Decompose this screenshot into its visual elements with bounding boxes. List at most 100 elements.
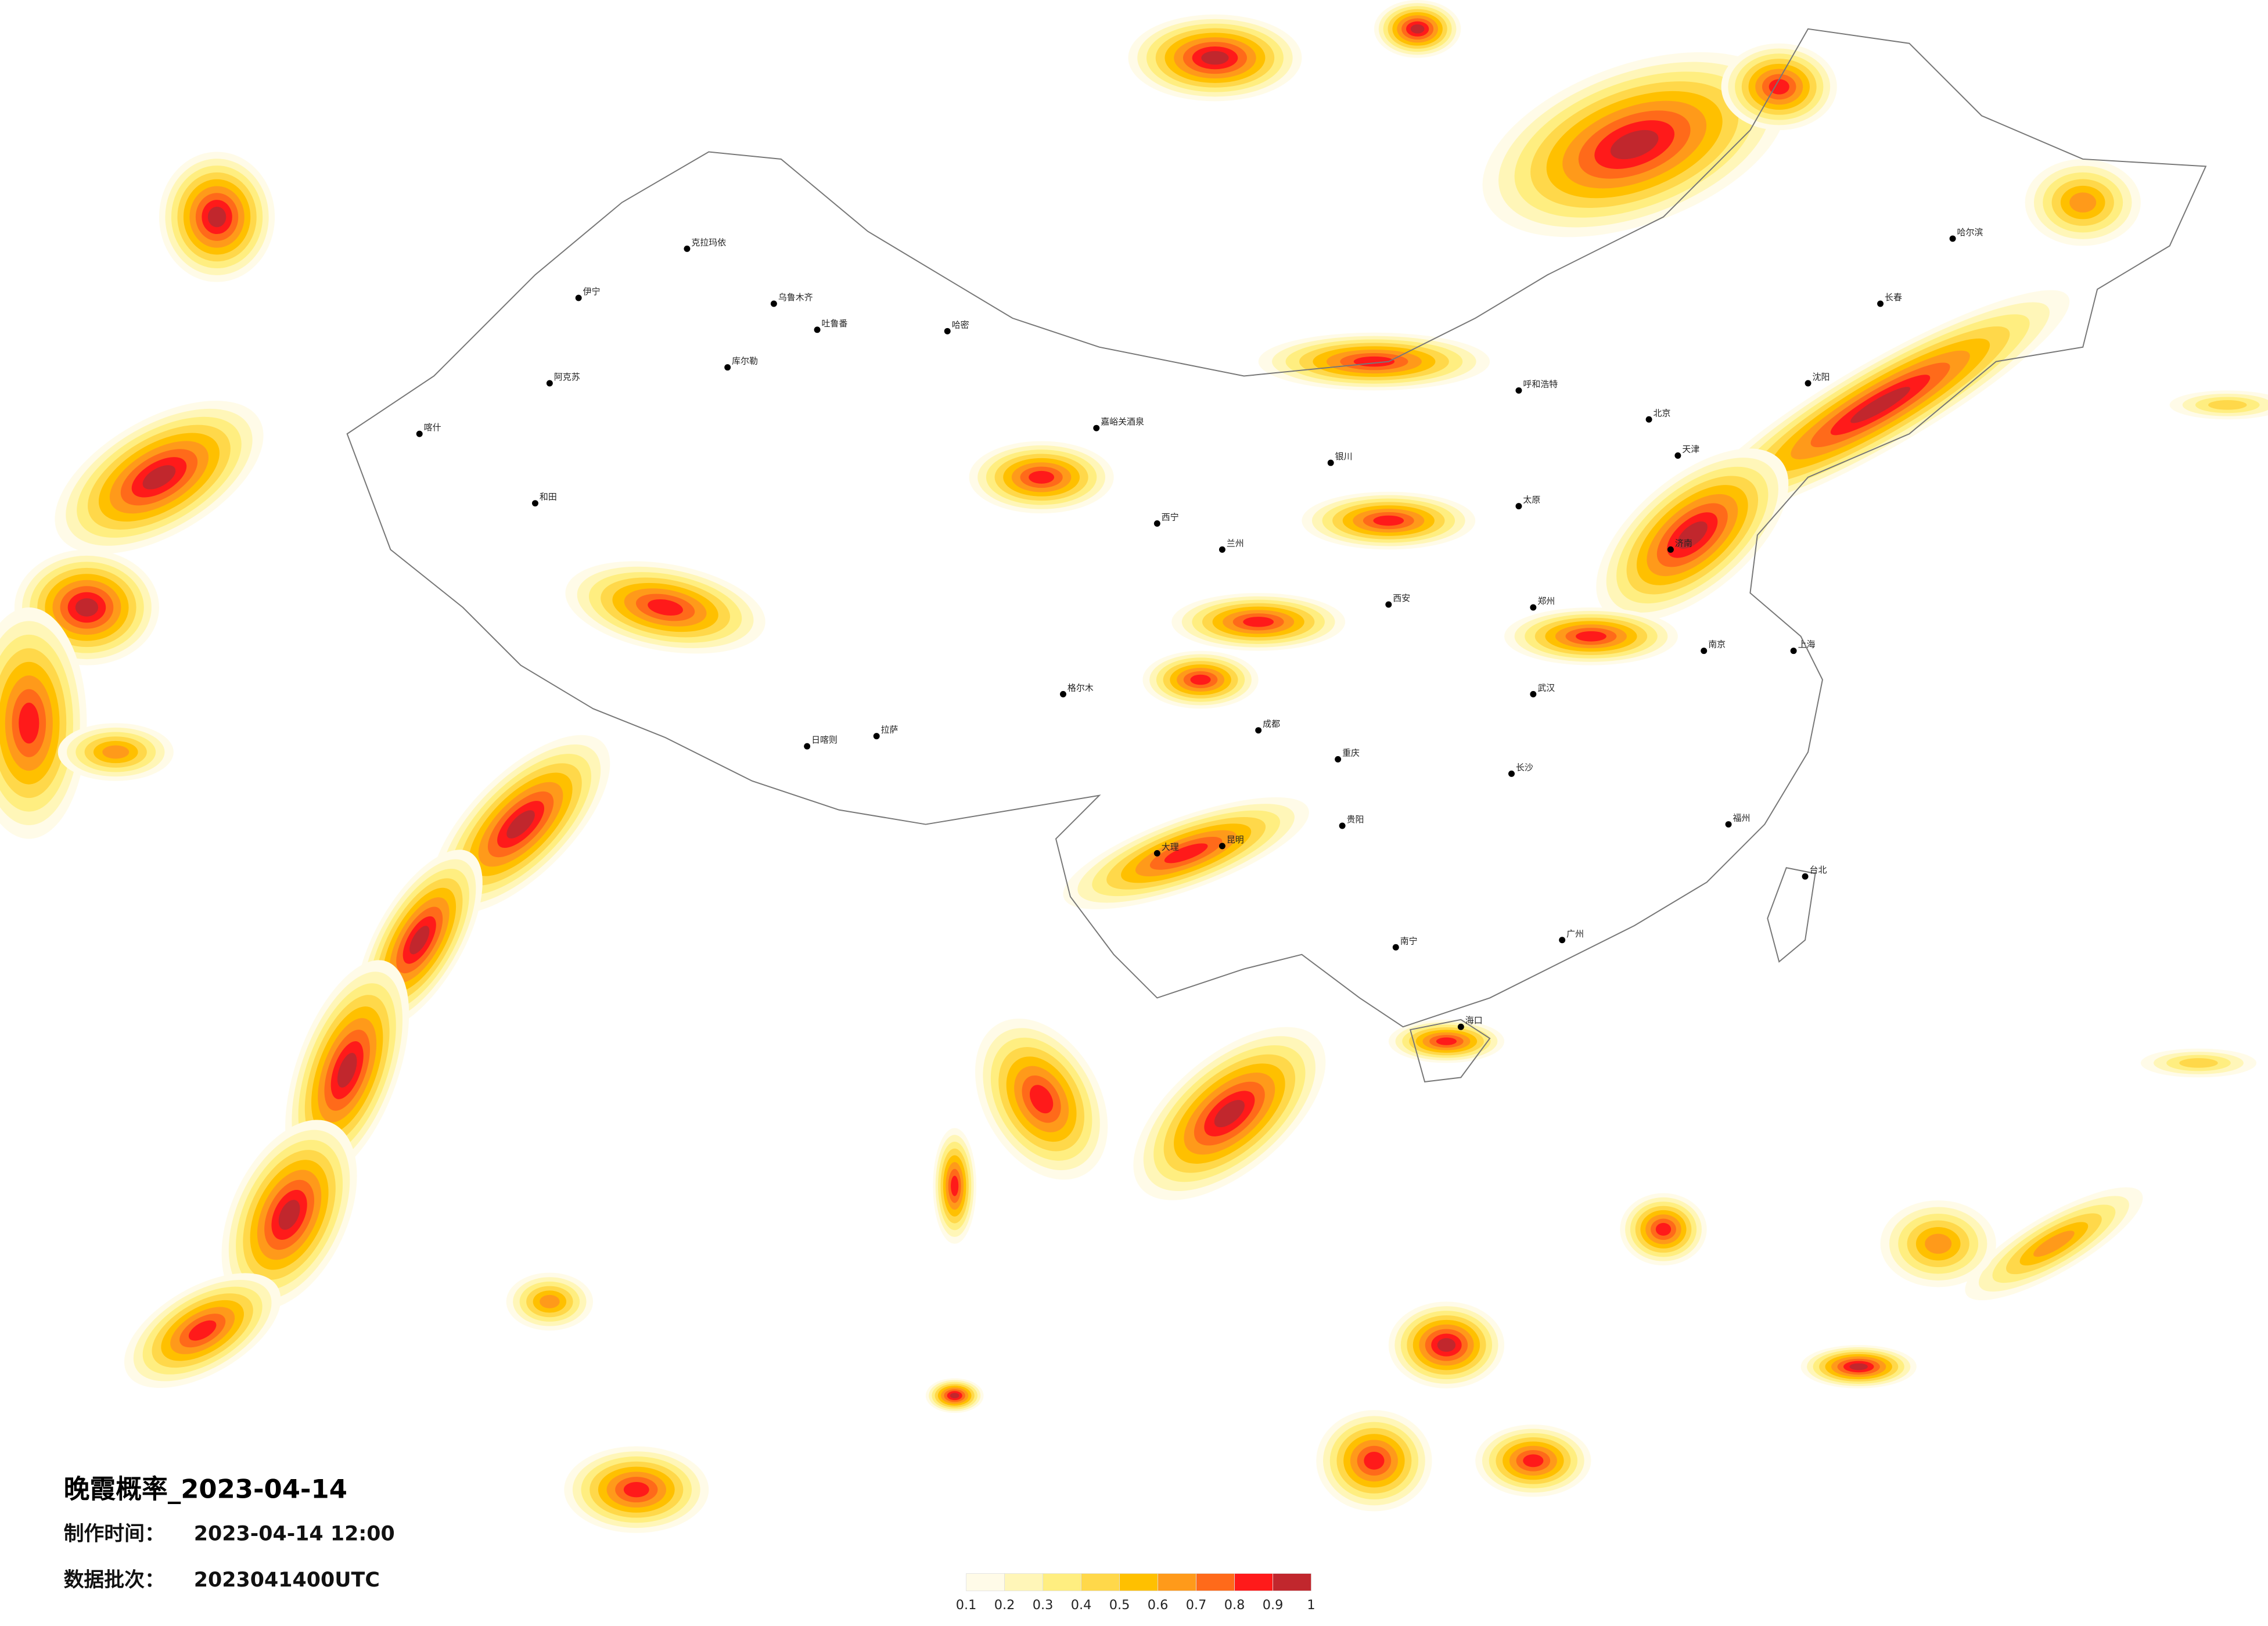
city-dot xyxy=(1153,520,1160,527)
probability-blob xyxy=(207,206,227,228)
probability-blob xyxy=(1164,843,1208,864)
city-dot xyxy=(1392,944,1399,951)
city-dot xyxy=(1059,690,1066,697)
city-label: 银川 xyxy=(1335,451,1353,462)
legend-swatch xyxy=(1196,1573,1235,1591)
probability-blob xyxy=(1850,387,1910,423)
probability-blob xyxy=(1849,1363,1868,1370)
legend-tick-label: 0.7 xyxy=(1186,1598,1207,1613)
city-dot xyxy=(770,300,777,307)
city-label: 库尔勒 xyxy=(732,356,758,366)
city-dot xyxy=(1327,459,1334,466)
legend-swatch xyxy=(1273,1573,1311,1591)
city-label: 长沙 xyxy=(1516,762,1533,772)
city-label: 贵阳 xyxy=(1347,814,1364,825)
city-label: 南京 xyxy=(1708,639,1726,650)
legend-swatch xyxy=(1119,1573,1158,1591)
probability-blob xyxy=(1214,1100,1245,1128)
probability-blob xyxy=(1410,24,1425,34)
city-label: 海口 xyxy=(1465,1015,1483,1026)
probability-blob xyxy=(623,1481,649,1498)
city-label: 太原 xyxy=(1523,495,1540,505)
legend-tick-label: 0.5 xyxy=(1109,1598,1130,1613)
city-label: 福州 xyxy=(1733,813,1751,823)
probability-blob xyxy=(648,599,683,616)
probability-blob xyxy=(1243,617,1274,627)
probability-blob xyxy=(19,703,39,744)
hainan-outline xyxy=(1409,1019,1491,1082)
city-label: 日喀则 xyxy=(811,735,838,745)
probability-blob xyxy=(1201,51,1229,65)
city-label: 喀什 xyxy=(424,422,441,433)
probability-blob xyxy=(1190,674,1211,685)
probability-blob xyxy=(75,598,99,617)
probability-blob xyxy=(1364,1451,1385,1470)
city-label: 拉萨 xyxy=(881,725,898,735)
city-label: 上海 xyxy=(1798,639,1816,650)
made-value: 2023-04-14 12:00 xyxy=(194,1522,395,1545)
probability-blob xyxy=(506,810,535,839)
probability-blob xyxy=(1373,515,1404,526)
probability-blob xyxy=(2033,1231,2075,1257)
probability-blob xyxy=(1677,521,1708,549)
city-dot xyxy=(1385,601,1392,608)
city-dot xyxy=(575,294,582,301)
city-label: 沈阳 xyxy=(1813,372,1830,382)
legend-tick-label: 0.9 xyxy=(1263,1598,1284,1613)
city-dot xyxy=(1219,546,1225,553)
batch-label: 数据批次： xyxy=(64,1569,165,1592)
city-label: 武汉 xyxy=(1537,682,1555,693)
city-dot xyxy=(944,328,951,334)
legend-swatch xyxy=(966,1573,1005,1591)
probability-blob xyxy=(1925,1233,1952,1254)
probability-blob xyxy=(188,1320,217,1341)
city-dot xyxy=(1339,822,1346,829)
title: 晚霞概率_2023-04-14 xyxy=(64,1474,347,1505)
city-dot xyxy=(1530,690,1537,697)
city-dot xyxy=(531,500,538,507)
city-label: 哈密 xyxy=(952,319,969,330)
legend-tick-label: 1 xyxy=(1307,1598,1315,1613)
probability-blob xyxy=(540,1294,560,1308)
legend-tick-label: 0.1 xyxy=(956,1598,977,1613)
city-dot xyxy=(1515,503,1522,510)
city-dot xyxy=(684,245,691,252)
city-label: 昆明 xyxy=(1227,834,1244,845)
city-dot xyxy=(1508,770,1515,777)
city-dot xyxy=(1877,300,1884,307)
city-dot xyxy=(1805,380,1811,387)
country-outline xyxy=(346,28,2207,1028)
city-label: 台北 xyxy=(1810,865,1827,875)
city-dot xyxy=(814,326,821,333)
city-dot xyxy=(1530,604,1537,611)
batch-value: 2023041400UTC xyxy=(194,1569,380,1592)
probability-blob xyxy=(1437,1338,1456,1352)
legend-tick-label: 0.4 xyxy=(1071,1598,1092,1613)
legend-tick-label: 0.6 xyxy=(1148,1598,1169,1613)
probability-blob xyxy=(142,465,176,490)
probability-blob xyxy=(409,926,430,955)
city-dot xyxy=(1457,1023,1464,1030)
city-dot xyxy=(546,380,553,387)
city-dot xyxy=(1674,452,1681,459)
city-dot xyxy=(1667,546,1674,553)
city-label: 成都 xyxy=(1263,719,1280,729)
city-dot xyxy=(724,364,731,371)
taiwan-outline xyxy=(1767,867,1816,963)
city-label: 哈尔滨 xyxy=(1957,227,1983,238)
legend: 0.1 0.2 0.3 0.4 0.5 0.6 0.7 0.8 0.9 1 xyxy=(956,1573,1315,1613)
city-dot xyxy=(1255,727,1262,734)
probability-blob xyxy=(2069,192,2097,213)
city-label: 北京 xyxy=(1654,408,1671,418)
probability-blob xyxy=(1576,631,1606,642)
city-label: 克拉玛依 xyxy=(691,237,726,247)
city-dot xyxy=(1219,843,1225,850)
city-label: 大理 xyxy=(1162,841,1179,852)
city-dot xyxy=(1093,425,1100,431)
legend-swatch xyxy=(1004,1573,1043,1591)
probability-blob xyxy=(337,1052,357,1088)
probability-blob xyxy=(2179,1058,2218,1068)
